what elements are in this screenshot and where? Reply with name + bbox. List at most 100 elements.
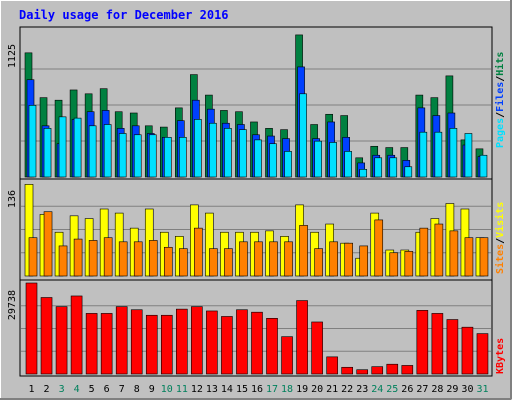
bar-pages-day-12 bbox=[194, 119, 202, 178]
bar-kbytes-day-14 bbox=[221, 316, 233, 375]
bar-kbytes-day-25 bbox=[386, 363, 399, 375]
bar-kbytes-day-4 bbox=[70, 295, 83, 375]
bar-sites-day-28 bbox=[434, 223, 444, 277]
hits-axis-max-label: 1125 bbox=[7, 44, 18, 68]
x-axis-day-29: 29 bbox=[446, 384, 458, 395]
bar-sites-day-8 bbox=[133, 241, 143, 277]
bar-kbytes-day-31 bbox=[476, 333, 489, 375]
bar-pages-day-19 bbox=[299, 93, 307, 178]
bar-kbytes-day-10 bbox=[160, 314, 173, 375]
bar-kbytes-day-16 bbox=[251, 311, 263, 375]
bar-sites-day-30 bbox=[464, 237, 474, 277]
x-axis-day-17: 17 bbox=[266, 384, 278, 395]
bar-pages-day-9 bbox=[148, 134, 157, 178]
bar-pages-day-20 bbox=[314, 140, 322, 178]
bar-pages-day-5 bbox=[88, 125, 97, 178]
bar-sites-day-9 bbox=[148, 240, 158, 277]
bar-pages-day-27 bbox=[419, 131, 428, 178]
bar-kbytes-day-3 bbox=[55, 306, 68, 375]
bar-sites-day-31 bbox=[479, 237, 489, 277]
x-axis-day-28: 28 bbox=[431, 384, 443, 395]
bar-sites-day-5 bbox=[88, 240, 98, 277]
bar-pages-day-28 bbox=[434, 131, 443, 178]
x-axis-day-19: 19 bbox=[296, 384, 308, 395]
visits-axis-max-label: 136 bbox=[7, 190, 18, 208]
x-axis-day-8: 8 bbox=[134, 384, 140, 395]
bar-sites-day-7 bbox=[118, 241, 128, 277]
bar-sites-day-24 bbox=[374, 219, 384, 277]
bar-sites-day-21 bbox=[329, 241, 338, 277]
x-axis-day-4: 4 bbox=[74, 384, 80, 395]
bar-pages-day-2 bbox=[43, 128, 52, 178]
bar-sites-day-20 bbox=[314, 248, 323, 277]
bar-kbytes-day-18 bbox=[281, 336, 293, 375]
bar-sites-day-10 bbox=[163, 246, 173, 277]
bar-sites-day-3 bbox=[58, 245, 68, 277]
bar-kbytes-day-12 bbox=[191, 306, 203, 375]
x-axis-day-24: 24 bbox=[371, 384, 383, 395]
bar-pages-day-23 bbox=[359, 169, 368, 178]
bar-kbytes-day-11 bbox=[176, 308, 188, 375]
x-axis-day-25: 25 bbox=[386, 384, 398, 395]
bar-kbytes-day-28 bbox=[431, 313, 444, 375]
x-axis-day-27: 27 bbox=[416, 384, 428, 395]
bar-pages-day-6 bbox=[103, 124, 112, 178]
bar-sites-day-14 bbox=[224, 248, 233, 277]
bar-kbytes-day-22 bbox=[341, 366, 353, 375]
bar-pages-day-1 bbox=[28, 105, 37, 178]
visits-legend-visits: Visits bbox=[494, 202, 506, 238]
x-axis-day-23: 23 bbox=[356, 384, 368, 395]
bar-sites-day-18 bbox=[284, 241, 293, 277]
bar-kbytes-day-1 bbox=[25, 282, 38, 375]
bar-pages-day-7 bbox=[118, 133, 127, 178]
bar-kbytes-day-26 bbox=[401, 365, 414, 375]
bar-kbytes-day-17 bbox=[266, 318, 278, 375]
bar-sites-day-25 bbox=[389, 252, 399, 277]
bar-kbytes-day-13 bbox=[206, 310, 218, 375]
x-axis-day-3: 3 bbox=[59, 384, 65, 395]
visits-legend: Sites/Visits bbox=[494, 202, 506, 274]
x-axis-day-14: 14 bbox=[221, 384, 233, 395]
bar-kbytes-day-5 bbox=[85, 313, 98, 375]
x-axis-day-10: 10 bbox=[161, 384, 173, 395]
bar-pages-day-3 bbox=[58, 116, 67, 178]
bar-pages-day-16 bbox=[254, 139, 262, 178]
hits-legend-hits: Hits bbox=[494, 52, 506, 76]
x-axis-day-18: 18 bbox=[281, 384, 293, 395]
bar-kbytes-day-20 bbox=[311, 321, 323, 375]
bar-sites-day-17 bbox=[269, 241, 278, 277]
bar-kbytes-day-23 bbox=[356, 369, 369, 375]
bar-pages-day-10 bbox=[163, 137, 172, 178]
bar-kbytes-day-30 bbox=[461, 326, 474, 375]
x-axis-day-9: 9 bbox=[149, 384, 155, 395]
x-axis-day-11: 11 bbox=[176, 384, 188, 395]
hits-legend: Pages/Files/Hits bbox=[494, 52, 506, 148]
bar-pages-day-11 bbox=[179, 137, 187, 178]
bar-pages-day-14 bbox=[224, 128, 232, 178]
bar-sites-day-6 bbox=[103, 237, 113, 277]
bar-kbytes-day-19 bbox=[296, 300, 308, 375]
bar-pages-day-15 bbox=[239, 129, 247, 178]
kbytes-legend-kbytes: KBytes bbox=[495, 338, 506, 374]
x-axis-day-16: 16 bbox=[251, 384, 263, 395]
x-axis-day-26: 26 bbox=[401, 384, 413, 395]
bar-pages-day-17 bbox=[269, 143, 277, 178]
x-axis-day-20: 20 bbox=[311, 384, 323, 395]
bar-sites-day-4 bbox=[73, 238, 83, 277]
bar-sites-day-22 bbox=[344, 242, 353, 277]
hits-legend-pages: Pages bbox=[495, 118, 506, 148]
x-axis-day-5: 5 bbox=[89, 384, 95, 395]
hits-legend-separator: / bbox=[495, 76, 506, 82]
x-axis-day-6: 6 bbox=[104, 384, 110, 395]
chart-marks: 112513629738Pages/Files/HitsSites/Visits… bbox=[7, 34, 506, 395]
kbytes-legend: KBytes bbox=[495, 338, 506, 374]
x-axis-day-30: 30 bbox=[461, 384, 473, 395]
bar-sites-day-11 bbox=[179, 248, 188, 277]
bar-pages-day-31 bbox=[479, 154, 488, 178]
bar-kbytes-day-21 bbox=[326, 356, 338, 375]
bar-kbytes-day-15 bbox=[236, 309, 248, 375]
bar-sites-day-16 bbox=[254, 241, 263, 277]
x-axis-day-1: 1 bbox=[29, 384, 35, 395]
x-axis-day-15: 15 bbox=[236, 384, 248, 395]
